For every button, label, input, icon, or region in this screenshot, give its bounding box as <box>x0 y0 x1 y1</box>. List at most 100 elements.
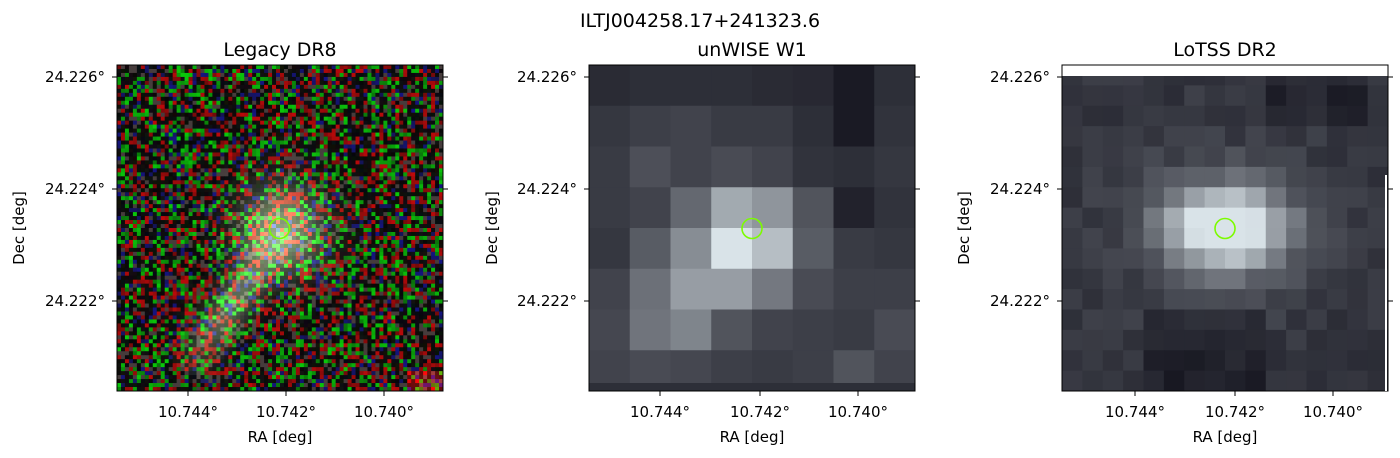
image-pixel <box>172 235 178 241</box>
image-pixel <box>371 80 376 86</box>
image-pixel <box>168 188 174 193</box>
image-pixel <box>156 228 162 233</box>
image-pixel <box>144 68 150 74</box>
image-pixel <box>252 303 257 308</box>
image-pixel <box>272 164 277 169</box>
image-pixel <box>256 100 261 106</box>
image-pixel <box>383 220 388 225</box>
image-pixel <box>439 216 444 221</box>
image-pixel <box>395 259 400 265</box>
image-pixel <box>327 92 333 98</box>
image-pixel <box>439 176 444 181</box>
image-pixel <box>117 92 122 98</box>
image-pixel <box>419 124 424 130</box>
image-pixel <box>327 128 333 133</box>
image-pixel <box>367 235 372 241</box>
image-pixel <box>367 220 372 225</box>
image-pixel <box>391 196 396 201</box>
image-pixel <box>347 279 352 285</box>
image-pixel <box>192 136 197 141</box>
image-pixel <box>236 243 241 249</box>
image-pixel <box>124 128 130 133</box>
image-pixel <box>228 188 233 193</box>
image-pixel <box>244 124 249 130</box>
image-pixel <box>272 88 277 94</box>
image-pixel <box>224 239 229 245</box>
image-pixel <box>371 200 376 205</box>
image-pixel <box>248 212 253 217</box>
image-pixel <box>200 212 205 217</box>
image-pixel <box>176 255 182 261</box>
image-pixel <box>415 247 420 253</box>
image-pixel <box>331 72 337 78</box>
image-pixel <box>387 275 392 281</box>
image-pixel <box>176 104 182 110</box>
image-pixel <box>216 140 221 145</box>
image-pixel <box>204 136 209 141</box>
image-pixel <box>315 192 321 197</box>
image-pixel <box>431 76 436 82</box>
image-pixel <box>220 275 225 281</box>
image-pixel <box>343 184 348 189</box>
image-pixel <box>351 228 356 233</box>
image-pixel <box>399 216 404 221</box>
image-pixel <box>319 243 325 249</box>
image-pixel <box>256 68 261 74</box>
image-pixel <box>260 220 265 225</box>
image-pixel <box>196 160 201 165</box>
image-pixel <box>367 104 372 110</box>
image-pixel <box>152 295 158 300</box>
image-pixel <box>435 287 440 293</box>
image-pixel <box>120 212 126 217</box>
image-pixel <box>435 279 440 285</box>
image-pixel <box>172 104 178 110</box>
image-pixel <box>431 275 436 281</box>
image-pixel <box>343 299 348 304</box>
image-pixel <box>184 168 189 173</box>
image-pixel <box>120 144 126 149</box>
image-pixel <box>423 216 428 221</box>
image-pixel <box>252 196 257 201</box>
image-pixel <box>124 251 130 257</box>
image-pixel <box>395 172 400 177</box>
image-pixel <box>128 283 134 289</box>
image-pixel <box>232 116 237 122</box>
image-pixel <box>216 136 221 141</box>
image-pixel <box>423 84 428 90</box>
image-pixel <box>295 271 301 277</box>
image-pixel <box>331 228 337 233</box>
image-pixel <box>176 247 182 253</box>
image-pixel <box>311 180 317 185</box>
image-pixel <box>299 68 305 74</box>
image-pixel <box>200 299 205 304</box>
image-pixel <box>303 124 309 130</box>
image-pixel <box>295 180 301 185</box>
image-pixel <box>423 96 428 102</box>
image-pixel <box>220 200 225 205</box>
image-pixel <box>359 124 364 130</box>
image-pixel <box>311 303 317 308</box>
image-pixel <box>180 76 185 82</box>
image-pixel <box>192 196 197 201</box>
image-pixel <box>172 188 178 193</box>
image-pixel <box>295 299 301 304</box>
image-pixel <box>168 108 174 114</box>
image-pixel <box>212 192 217 197</box>
image-pixel <box>295 184 301 189</box>
image-pixel <box>212 216 217 221</box>
image-pixel <box>367 96 372 102</box>
image-pixel <box>224 68 229 74</box>
image-pixel <box>192 291 197 296</box>
image-pixel <box>180 303 185 308</box>
image-pixel <box>283 148 289 153</box>
image-pixel <box>176 200 182 205</box>
image-pixel <box>152 267 158 273</box>
image-pixel <box>303 239 309 245</box>
image-pixel <box>315 295 321 300</box>
image-pixel <box>403 128 408 133</box>
image-pixel <box>387 216 392 221</box>
image-pixel <box>283 68 289 74</box>
image-pixel <box>427 188 432 193</box>
image-pixel <box>117 299 122 304</box>
image-pixel <box>419 283 424 289</box>
